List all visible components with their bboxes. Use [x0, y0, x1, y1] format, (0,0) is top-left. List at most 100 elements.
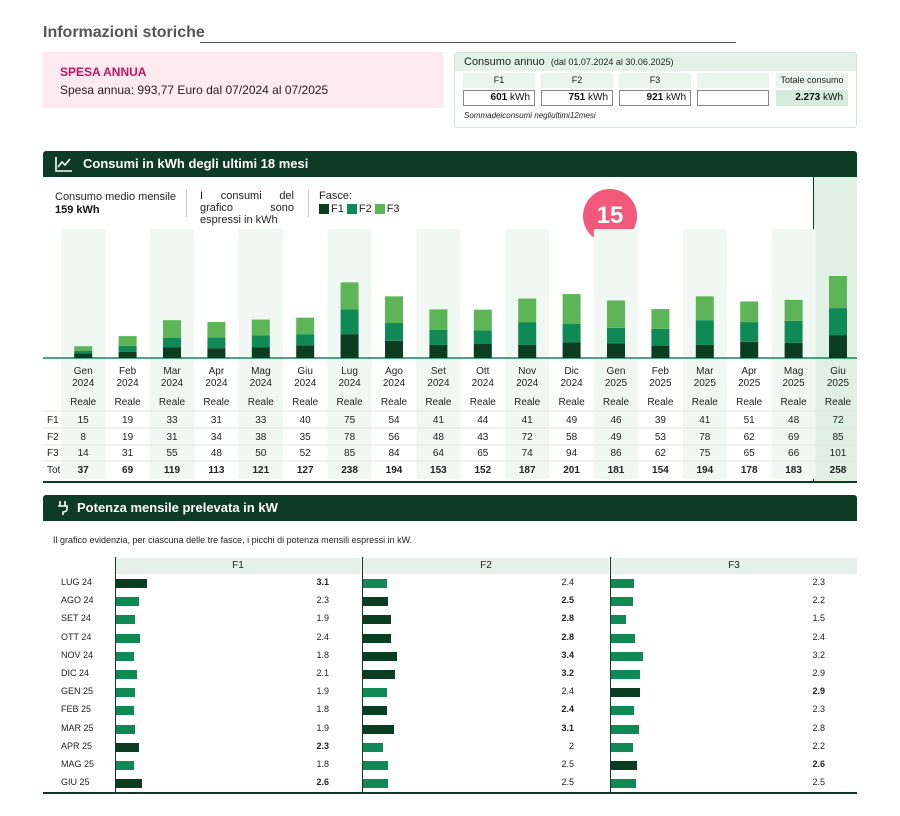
potenza-value-f3: 2.2 [812, 740, 825, 751]
bar-f3-lug-2024 [340, 282, 359, 310]
value-f1: 44 [477, 415, 489, 426]
bar-f1-dic-2024 [562, 342, 581, 358]
reading-type-label: Reale [691, 397, 718, 408]
reading-type-label: Reale [514, 397, 541, 408]
consumo-label-f3: F3 [619, 73, 691, 88]
divider [115, 557, 116, 793]
value-f3: 14 [77, 448, 89, 459]
reading-type-label: Reale [558, 397, 585, 408]
potenza-bar-f3 [611, 633, 635, 643]
bar-f2-mag-2025 [784, 320, 803, 343]
bar-f1-gen-2024 [74, 353, 93, 358]
consumo-label-f2: F2 [541, 73, 613, 88]
value-f3: 55 [166, 448, 178, 459]
value-f3: 50 [255, 448, 267, 459]
bar-f3-feb-2024 [118, 336, 137, 346]
potenza-bar-f3 [611, 651, 643, 661]
value-f1: 33 [255, 415, 267, 426]
bar-f2-apr-2024 [207, 337, 226, 349]
reading-type-label: Reale [824, 397, 852, 408]
value-f2: 62 [743, 432, 755, 443]
value-f2: 78 [344, 432, 356, 443]
bar-f3-apr-2025 [740, 301, 759, 323]
consumi-bar-chart [43, 229, 857, 479]
bar-f3-mag-2025 [784, 299, 803, 321]
bar-f2-giu-2025 [829, 308, 847, 336]
reading-type-label: Reale [292, 397, 319, 408]
potenza-value-f1: 2.1 [316, 668, 329, 678]
potenza-month-label: MAR 25 [61, 722, 94, 733]
value-f2: 85 [832, 432, 844, 443]
potenza-value-f2: 2 [568, 740, 574, 751]
consumo-value-empty [697, 90, 769, 106]
potenza-value-f3: 2.4 [812, 631, 825, 642]
potenza-month-label: GIU 25 [61, 777, 90, 788]
month-label: Dic 2024 [560, 366, 583, 389]
reading-type-label: Reale [469, 397, 496, 408]
potenza-bar-f1 [116, 633, 140, 643]
reading-type-label: Reale [158, 397, 186, 408]
potenza-value-f1: 1.9 [316, 686, 329, 697]
bar-f3-set-2024 [429, 309, 448, 330]
value-tot: 152 [474, 465, 492, 476]
potenza-bar-f3 [611, 688, 640, 698]
consumi-unit-note: I consumi del grafico sono espressi in k… [200, 190, 294, 226]
potenza-value-f1: 3.1 [316, 577, 329, 587]
bar-f1-ott-2024 [473, 344, 492, 358]
potenza-value-f3: 2.2 [812, 595, 825, 606]
potenza-bar-f1 [116, 706, 134, 716]
potenza-value-f1: 1.9 [316, 613, 329, 624]
value-f2: 69 [788, 432, 800, 443]
value-f2: 58 [566, 432, 578, 443]
potenza-month-label: AGO 24 [61, 595, 94, 606]
divider [186, 189, 187, 217]
potenza-value-f2: 2.4 [561, 704, 574, 715]
potenza-value-f2: 3.1 [561, 722, 574, 733]
value-f2: 43 [477, 432, 489, 443]
value-f2: 56 [388, 432, 400, 443]
bar-f2-gen-2025 [607, 327, 625, 344]
potenza-value-f2: 2.5 [561, 777, 574, 788]
reading-type-label: Reale [780, 397, 807, 408]
potenza-bar-f2 [363, 633, 391, 643]
potenza-bar-f3 [611, 579, 634, 588]
bar-f2-mag-2024 [251, 335, 270, 348]
fasce-label: Fasce: [319, 190, 353, 202]
legend-swatch-f2 [346, 204, 357, 214]
potenza-month-label: OTT 24 [61, 631, 92, 642]
bar-f1-lug-2024 [340, 334, 359, 358]
potenza-value-f2: 3.4 [561, 649, 574, 660]
potenza-month-label: MAG 25 [61, 759, 95, 769]
potenza-bar-f2 [363, 688, 387, 698]
value-f1: 31 [210, 415, 222, 426]
consumo-totale-unit: kWh [823, 92, 843, 103]
potenza-month-label: DIC 24 [61, 668, 90, 678]
value-f2: 72 [521, 432, 533, 443]
bar-f3-ott-2024 [473, 309, 492, 331]
bar-f2-set-2024 [429, 329, 448, 345]
value-f1: 41 [521, 415, 533, 426]
value-f3: 85 [344, 448, 356, 459]
value-f3: 84 [388, 448, 400, 459]
consumo-medio-label: Consumo medio mensile [55, 191, 177, 203]
consumo-f2-number: 751 [568, 92, 586, 103]
potenza-value-f2: 2.5 [561, 595, 574, 606]
month-label: Ago 2024 [382, 366, 406, 389]
value-f1: 48 [788, 415, 800, 426]
consumo-annuo-box: Consumo annuo (dal 01.07.2024 al 30.06.2… [454, 52, 857, 128]
value-tot: 121 [252, 465, 270, 476]
bar-f1-nov-2024 [518, 344, 537, 358]
reading-type-label: Reale [425, 397, 452, 408]
value-f1: 49 [566, 415, 578, 426]
potenza-bar-f3 [611, 597, 633, 607]
potenza-bar-f1 [116, 779, 142, 789]
divider [308, 189, 309, 217]
potenza-bar-f2 [363, 670, 395, 679]
potenza-chart-panel: Il grafico evidenzia, per ciascuna delle… [43, 521, 857, 794]
reading-type-label: Reale [602, 397, 630, 408]
consumo-annuo-period: (dal 01.07.2024 al 30.06.2025) [550, 57, 674, 67]
potenza-bar-f1 [116, 579, 147, 588]
value-f2: 49 [610, 432, 622, 443]
value-f3: 66 [788, 448, 800, 459]
value-f1: 40 [299, 415, 311, 426]
